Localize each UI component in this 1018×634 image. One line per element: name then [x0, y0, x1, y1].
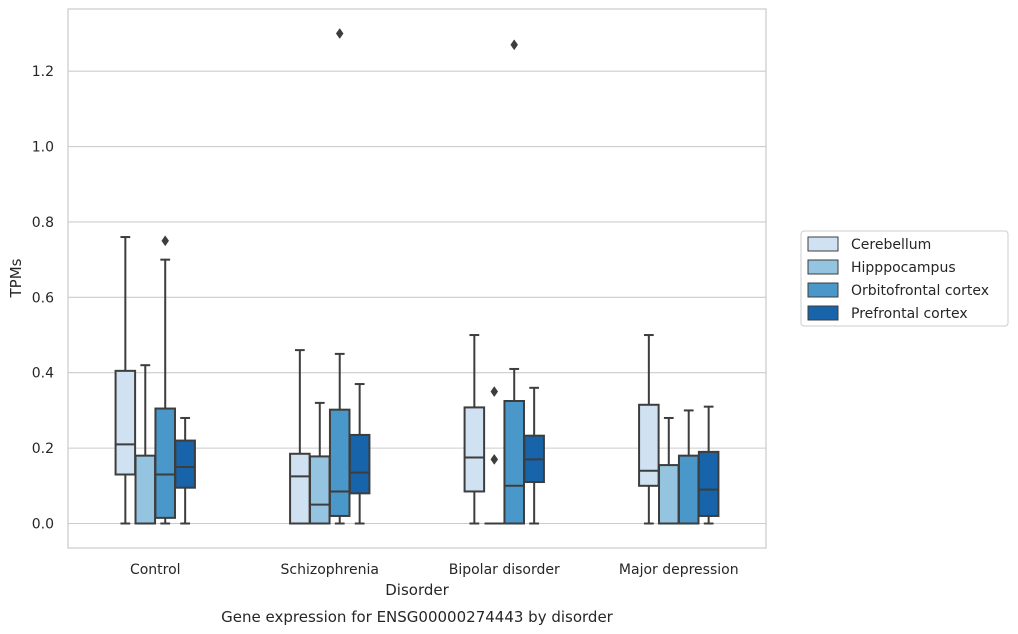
plot-frame — [67, 8, 767, 549]
y-tick-label: 0.8 — [32, 215, 54, 231]
box-hipppocampus-1 — [309, 401, 331, 525]
box-body — [697, 450, 720, 517]
legend-swatch — [807, 282, 839, 298]
box-body — [309, 455, 331, 525]
box-prefrontal-cortex-1 — [348, 383, 371, 525]
box-hipppocampus-0 — [134, 364, 157, 525]
legend-swatch — [807, 259, 839, 275]
box-body — [114, 369, 137, 476]
x-tick-label: Schizophrenia — [281, 562, 379, 578]
y-tick-label: 0.0 — [32, 517, 54, 533]
legend-swatch — [807, 305, 839, 321]
box-body — [134, 454, 157, 525]
box-cerebellum-1 — [289, 349, 311, 525]
box-body — [289, 452, 311, 525]
y-tick-label: 0.6 — [32, 290, 54, 306]
x-axis-label: Disorder — [385, 581, 449, 599]
chart-title: Gene expression for ENSG00000274443 by d… — [221, 608, 614, 626]
legend-label: Cerebellum — [851, 237, 931, 253]
box-cerebellum-3 — [638, 334, 660, 525]
box-orbitofrontal-cortex-0 — [154, 235, 176, 525]
legend: Cerebellum Hipppocampus Orbitofrontal cort… — [800, 230, 1009, 327]
box-hipppocampus-3 — [658, 416, 680, 525]
box-prefrontal-cortex-3 — [697, 405, 720, 525]
legend-swatch — [807, 236, 839, 252]
box-body — [154, 407, 176, 519]
y-tick-label: 1.0 — [32, 140, 54, 156]
outlier-point — [335, 28, 344, 39]
y-tick-label: 1.2 — [32, 64, 54, 80]
box-body — [503, 400, 525, 525]
x-tick-label: Control — [130, 562, 181, 578]
box-orbitofrontal-cortex-1 — [328, 28, 351, 525]
legend-label: Hipppocampus — [851, 260, 956, 276]
outlier-point — [161, 235, 170, 247]
box-body — [174, 439, 196, 489]
box-prefrontal-cortex-0 — [174, 416, 196, 525]
box-cerebellum-0 — [114, 236, 137, 525]
legend-label: Orbitofrontal cortex — [851, 283, 989, 299]
box-cerebellum-2 — [463, 334, 486, 525]
box-body — [328, 408, 351, 517]
box-body — [677, 454, 700, 525]
box-orbitofrontal-cortex-2 — [503, 39, 525, 525]
box-plot-area — [114, 28, 720, 525]
legend-label: Prefrontal cortex — [851, 306, 968, 322]
x-tick-labels: Control Schizophrenia Bipolar disorder Majo… — [130, 562, 739, 578]
box-prefrontal-cortex-2 — [523, 386, 545, 525]
x-tick-label: Bipolar disorder — [449, 562, 560, 578]
outlier-point — [490, 386, 499, 398]
box-body — [348, 433, 371, 495]
box-body — [658, 464, 680, 525]
box-body — [463, 406, 486, 493]
y-axis-label: TPMs — [7, 258, 25, 298]
y-tick-label: 0.2 — [32, 441, 54, 457]
y-tick-label: 0.4 — [32, 366, 54, 382]
outlier-point — [490, 453, 499, 465]
x-tick-label: Major depression — [619, 562, 739, 578]
box-orbitofrontal-cortex-3 — [677, 409, 700, 525]
box-hipppocampus-2 — [484, 386, 505, 525]
y-tick-labels: 0.0 0.2 0.4 0.6 0.8 1.0 1.2 — [32, 64, 54, 532]
outlier-point — [510, 39, 519, 51]
legend-frame — [800, 230, 1009, 327]
box-body — [638, 403, 660, 487]
